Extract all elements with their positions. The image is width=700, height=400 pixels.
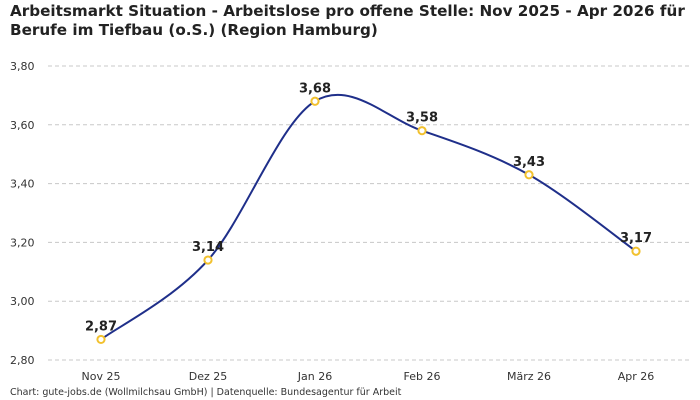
data-label: 3,17 xyxy=(620,231,652,246)
y-axis-ticks: 2,80 3,00 3,20 3,40 3,60 3,80 xyxy=(10,60,35,367)
data-point xyxy=(631,246,641,256)
chart-title: Arbeitsmarkt Situation - Arbeitslose pro… xyxy=(10,2,685,39)
data-label: 3,58 xyxy=(406,111,438,126)
y-tick-label: 3,80 xyxy=(10,60,35,73)
y-tick-label: 3,40 xyxy=(10,178,35,191)
x-tick-label: Dez 25 xyxy=(189,370,228,383)
grid-lines xyxy=(48,65,690,361)
data-label: 3,68 xyxy=(299,81,331,96)
y-tick-label: 3,20 xyxy=(10,236,35,249)
series-line xyxy=(100,94,637,341)
x-tick-label: Jan 26 xyxy=(297,370,332,383)
x-tick-label: März 26 xyxy=(507,370,551,383)
y-tick-label: 3,60 xyxy=(10,119,35,132)
data-points xyxy=(96,96,641,345)
data-label: 3,43 xyxy=(513,155,545,170)
data-point xyxy=(203,255,213,265)
data-label: 2,87 xyxy=(85,319,117,334)
x-tick-label: Feb 26 xyxy=(404,370,441,383)
data-label: 3,14 xyxy=(192,240,224,255)
y-tick-label: 2,80 xyxy=(10,354,35,367)
data-point xyxy=(96,334,106,345)
x-tick-label: Nov 25 xyxy=(82,370,121,383)
data-labels: 2,87 3,14 3,68 3,58 3,43 3,17 xyxy=(85,81,652,334)
y-tick-label: 3,00 xyxy=(10,295,35,308)
chart-footer: Chart: gute-jobs.de (Wollmilchsau GmbH) … xyxy=(10,387,402,398)
data-point xyxy=(524,170,534,180)
data-point xyxy=(417,126,427,136)
x-tick-label: Apr 26 xyxy=(618,370,655,383)
x-axis-ticks: Nov 25 Dez 25 Jan 26 Feb 26 März 26 Apr 26 xyxy=(82,370,655,383)
data-point xyxy=(310,96,320,106)
